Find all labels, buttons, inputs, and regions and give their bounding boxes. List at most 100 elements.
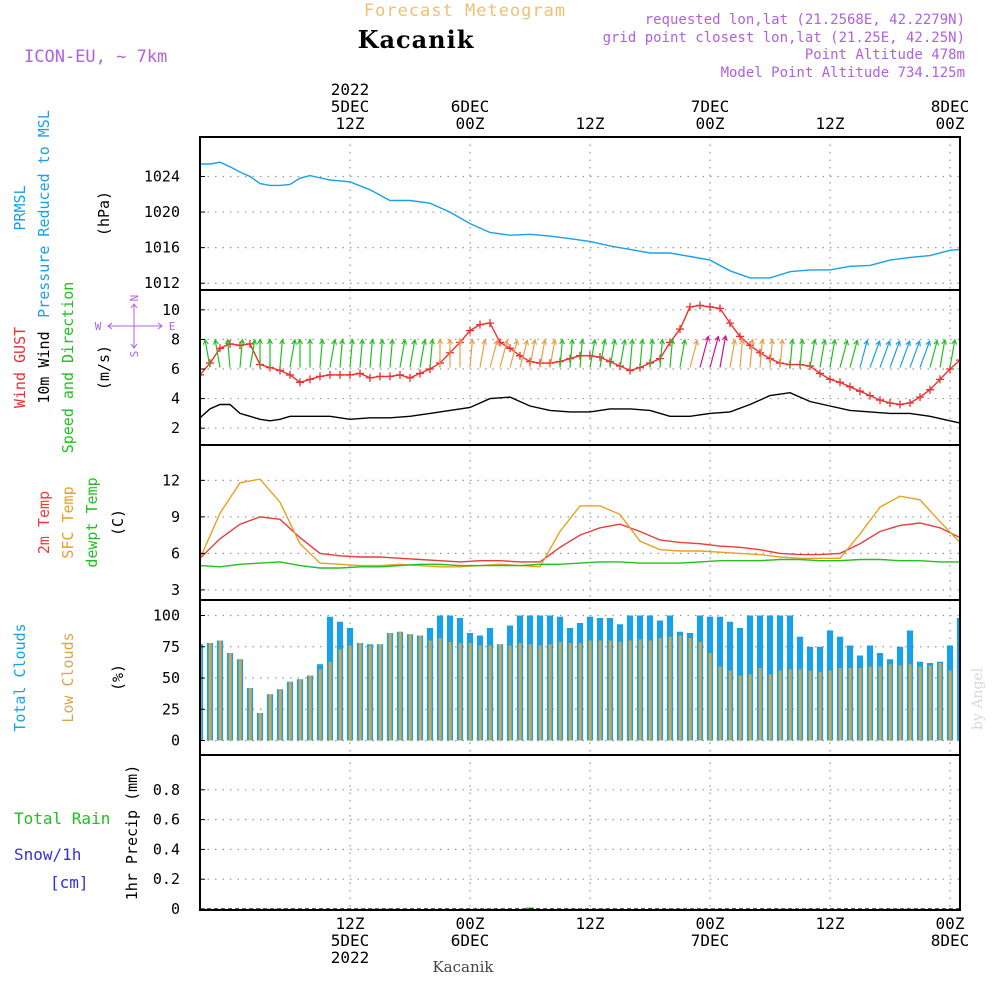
gust-marker <box>296 378 304 387</box>
low-cloud-bar <box>478 645 482 741</box>
gust-marker <box>396 370 404 379</box>
panel-axis-label: Total Clouds <box>11 623 29 731</box>
wind-arrow-head <box>789 338 795 345</box>
low-cloud-bar <box>698 641 702 741</box>
low-cloud-bar <box>288 681 292 741</box>
low-cloud-bar <box>488 645 492 741</box>
wind-arrow-shaft <box>559 339 564 368</box>
wind-arrow-shaft <box>479 339 486 368</box>
wind-arrow-shaft <box>809 339 816 368</box>
wind-arrow-head <box>941 338 948 345</box>
wind-arrow-head <box>579 338 585 345</box>
y-tick-label: 6 <box>171 360 180 378</box>
y-tick-label: 75 <box>162 638 180 656</box>
low-cloud-bar <box>378 644 382 741</box>
wind-arrow-head <box>523 339 529 346</box>
gust-marker <box>926 385 934 394</box>
wind-arrow-head <box>669 338 675 345</box>
bottom-tick-label: 5DEC <box>331 931 370 950</box>
top-tick-label: 12Z <box>816 114 845 133</box>
gust-marker <box>276 366 284 375</box>
wind-arrow-head <box>513 339 519 346</box>
top-tick-label: 7DEC <box>691 97 730 116</box>
wind-arrow-head <box>601 338 608 345</box>
model-label: ICON-EU, ~ 7km <box>24 47 167 67</box>
y-tick-label: 50 <box>162 669 180 687</box>
wind-arrow-head <box>933 339 939 346</box>
wind-arrow-head <box>411 338 418 345</box>
footer-location: Kacanik <box>432 958 494 976</box>
wind-arrow-head <box>951 338 958 345</box>
wind-arrow-head <box>469 338 475 345</box>
y-tick-label: 0.4 <box>153 840 180 858</box>
gust-marker <box>736 332 744 341</box>
low-cloud-bar <box>328 661 332 741</box>
low-cloud-bar <box>658 638 662 741</box>
wind-arrow-head <box>559 338 565 345</box>
low-cloud-bar <box>878 666 882 741</box>
low-cloud-bar <box>348 645 352 741</box>
wind-arrow-head <box>401 338 408 345</box>
panel-axis-label: dewpt Temp <box>83 477 101 567</box>
gust-marker <box>756 348 764 357</box>
panel-body <box>200 290 960 445</box>
low-cloud-bar <box>828 670 832 741</box>
panel-axis-label: SFC Temp <box>59 486 77 558</box>
precip-side-label: [cm] <box>50 873 89 892</box>
wind-arrow-shaft <box>759 339 764 368</box>
wind-arrow-head <box>853 339 859 346</box>
wind-arrow-shaft <box>569 339 574 368</box>
gust-marker <box>626 366 634 375</box>
low-cloud-bar <box>458 643 462 741</box>
wind-arrow-shaft <box>579 339 584 368</box>
wind-arrow-shaft <box>639 339 644 368</box>
gust-marker <box>466 326 474 335</box>
compass-ew-arrow <box>107 322 163 330</box>
low-cloud-bar <box>848 668 852 741</box>
low-cloud-bar <box>268 694 272 741</box>
panel-body <box>200 600 960 755</box>
compass-west: W <box>95 320 102 333</box>
y-tick-label: 2 <box>171 419 180 437</box>
series-line-10m-wind <box>200 391 960 424</box>
gust-marker <box>886 399 894 408</box>
wind-arrow-head <box>875 340 881 347</box>
top-tick-label: 00Z <box>936 114 965 133</box>
wind-arrow-shaft <box>819 339 826 368</box>
wind-arrow-shaft <box>419 339 426 368</box>
gust-marker <box>876 396 884 405</box>
wind-arrow-head <box>212 338 219 345</box>
wind-arrow-shaft <box>889 341 901 368</box>
precip-side-label: Snow/1h <box>14 845 81 864</box>
y-tick-label: 0 <box>171 900 180 918</box>
wind-arrow-shaft <box>239 339 244 368</box>
low-cloud-bar <box>548 644 552 741</box>
gust-marker <box>856 387 864 396</box>
panel-frame <box>199 754 961 911</box>
low-cloud-bar <box>258 713 262 741</box>
bottom-tick-label: 8DEC <box>931 931 970 950</box>
wind-arrow-shaft <box>629 339 634 368</box>
wind-arrow-head <box>369 338 375 345</box>
wind-arrow-shaft <box>849 340 858 368</box>
y-tick-label: 0.6 <box>153 811 180 829</box>
panel-frame <box>199 444 961 601</box>
low-cloud-bar <box>928 665 932 741</box>
low-cloud-bar <box>908 664 912 741</box>
low-cloud-bar <box>508 645 512 741</box>
wind-arrow-head <box>681 338 688 345</box>
bottom-tick-label: 00Z <box>456 914 485 933</box>
panel-axis-label: PRMSL <box>11 185 29 230</box>
wind-arrow-head <box>895 340 901 347</box>
wind-arrow-head <box>731 338 738 345</box>
gust-marker <box>866 391 874 400</box>
panel-body <box>200 445 960 600</box>
wind-arrow-shaft <box>519 340 528 368</box>
panel-axis-label: Low Clouds <box>59 632 77 722</box>
low-cloud-bar <box>758 668 762 741</box>
low-cloud-bar <box>808 670 812 741</box>
y-tick-label: 100 <box>153 607 180 625</box>
compass-south: S <box>128 351 141 358</box>
gust-marker <box>376 372 384 381</box>
wind-arrow-head <box>319 338 325 345</box>
